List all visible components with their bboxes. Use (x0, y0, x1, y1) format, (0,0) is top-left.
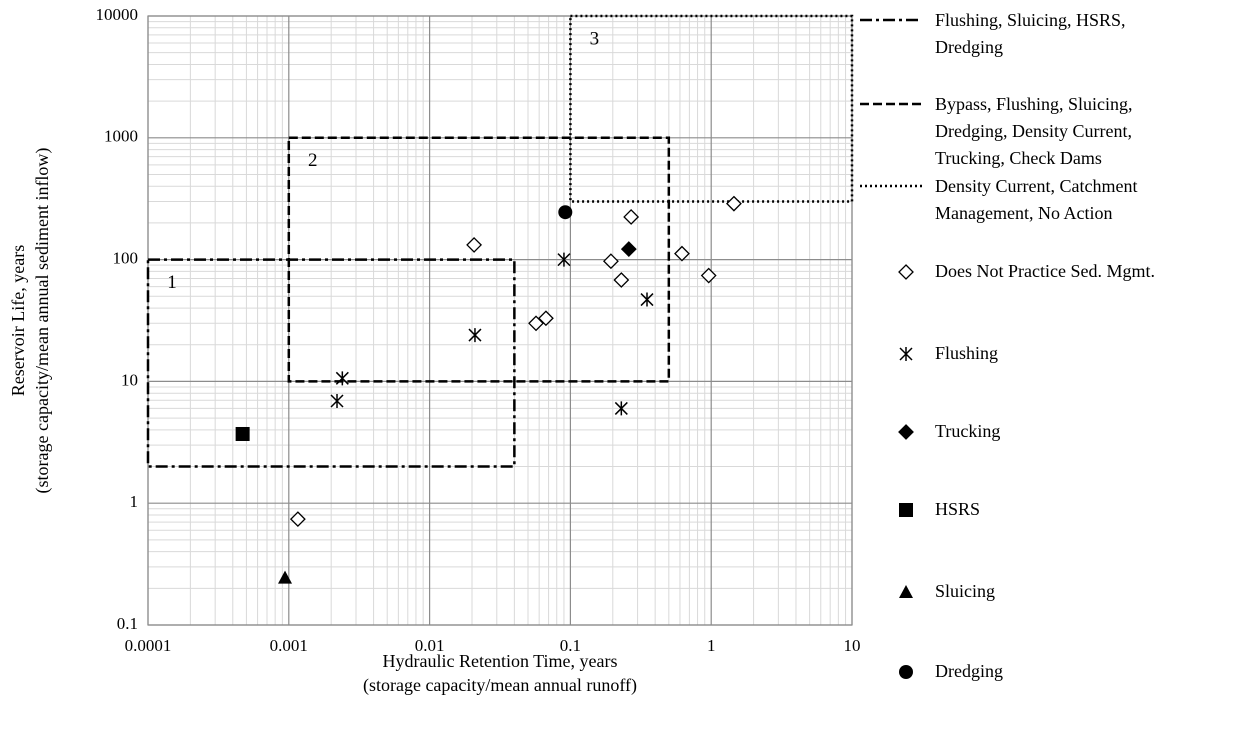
marker (614, 401, 628, 416)
marker (899, 347, 913, 361)
marker (330, 394, 344, 409)
marker (898, 264, 914, 280)
marker (558, 205, 573, 220)
marker (603, 253, 619, 270)
marker (899, 665, 913, 679)
marker (335, 371, 349, 386)
x-tick-label: 10 (844, 636, 861, 655)
marker (674, 245, 690, 262)
marker (620, 241, 637, 258)
marker (640, 292, 654, 307)
marker (726, 195, 742, 212)
region (287, 136, 671, 383)
y-tick-label: 10 (121, 370, 138, 389)
region-label: 3 (590, 28, 600, 49)
y-tick-label: 100 (113, 249, 139, 268)
legend-label: Flushing, Sluicing, HSRS, Dredging (935, 10, 1126, 57)
legend-label: Sluicing (935, 581, 996, 601)
marker (613, 272, 630, 288)
legend-label: HSRS (935, 499, 981, 519)
region (146, 258, 516, 468)
marker (235, 426, 250, 441)
marker (528, 315, 544, 332)
marker (466, 236, 483, 253)
marker (898, 424, 914, 440)
marker (537, 310, 554, 327)
legend-label: Dredging (935, 661, 1003, 681)
marker (468, 328, 482, 343)
x-tick-label: 0.1 (560, 636, 581, 655)
legend-label: Bypass, Flushing, Sluicing, Dredging, De… (935, 94, 1133, 168)
marker (289, 511, 306, 528)
region-label: 1 (167, 272, 177, 293)
legend-label: Flushing (935, 343, 999, 363)
legend-label: Density Current, Catchment Management, N… (935, 176, 1138, 223)
x-tick-label: 1 (707, 636, 716, 655)
x-tick-label: 0.01 (415, 636, 445, 655)
y-tick-label: 1 (130, 492, 139, 511)
y-tick-label: 1000 (104, 127, 138, 146)
x-axis-label: (storage capacity/mean annual runoff) (363, 675, 637, 696)
marker (557, 252, 571, 267)
x-tick-label: 0.001 (270, 636, 308, 655)
legend-label: Trucking (935, 421, 1001, 441)
y-tick-label: 0.1 (117, 614, 138, 633)
y-tick-label: 10000 (96, 5, 139, 24)
y-axis-label: Reservoir Life, years (8, 245, 28, 396)
y-axis-label: (storage capacity/mean annual sediment i… (32, 148, 53, 494)
marker (278, 570, 293, 584)
marker (899, 503, 913, 517)
plot-border (147, 15, 853, 626)
marker (700, 267, 717, 284)
marker (623, 209, 640, 225)
x-tick-label: 0.0001 (125, 636, 172, 655)
region-label: 2 (308, 150, 318, 171)
marker (899, 585, 913, 598)
x-axis-label: Hydraulic Retention Time, years (383, 651, 618, 671)
region (569, 14, 854, 203)
legend-label: Does Not Practice Sed. Mgmt. (935, 261, 1155, 281)
